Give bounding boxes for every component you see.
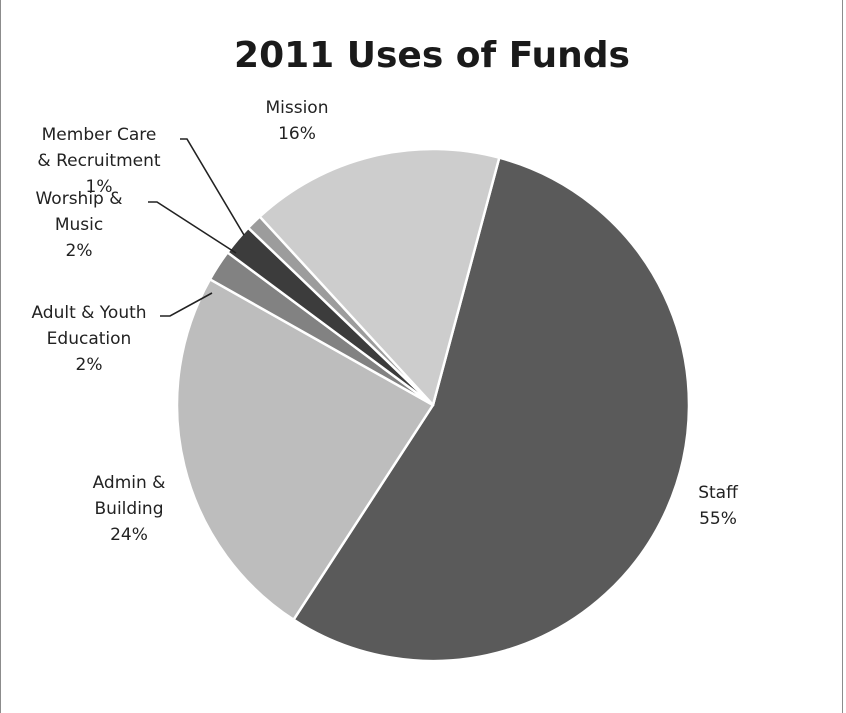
label-line: 24%: [110, 525, 148, 545]
label-line: Member Care: [42, 125, 157, 145]
leader-line-worship-music: [148, 201, 237, 254]
label-line: Building: [95, 499, 164, 519]
label-member-care-recruitment: Member Care & Recruitment 1%: [37, 125, 160, 197]
label-line: & Recruitment: [37, 151, 160, 171]
label-admin-building: Admin & Building 24%: [93, 473, 166, 545]
label-staff: Staff 55%: [698, 483, 739, 529]
leader-line-adult-youth-education: [160, 292, 213, 317]
label-line: 55%: [699, 509, 737, 529]
label-line: 1%: [86, 177, 113, 197]
label-line: Education: [47, 329, 132, 349]
label-mission: Mission 16%: [265, 98, 328, 144]
label-line: 2%: [76, 355, 103, 375]
label-line: Staff: [698, 483, 739, 503]
label-line: Music: [55, 215, 103, 235]
label-line: Adult & Youth: [31, 303, 146, 323]
label-line: Worship &: [35, 189, 122, 209]
leader-line-member-care: [180, 138, 245, 236]
label-line: 16%: [278, 124, 316, 144]
slice-admin-building: [175, 278, 435, 621]
label-worship-music: Worship & Music 2%: [35, 189, 122, 261]
label-line: 2%: [66, 241, 93, 261]
label-line: Admin &: [93, 473, 166, 493]
chart-title: 2011 Uses of Funds: [234, 35, 630, 76]
label-adult-youth-education: Adult & Youth Education 2%: [31, 303, 146, 375]
slice-labels: Staff 55% Admin & Building 24% Adult & Youth E…: [31, 98, 739, 545]
pie-slices: [175, 147, 691, 663]
slice-mission: [258, 147, 501, 407]
slice-staff: [292, 156, 691, 663]
label-line: Mission: [265, 98, 328, 118]
